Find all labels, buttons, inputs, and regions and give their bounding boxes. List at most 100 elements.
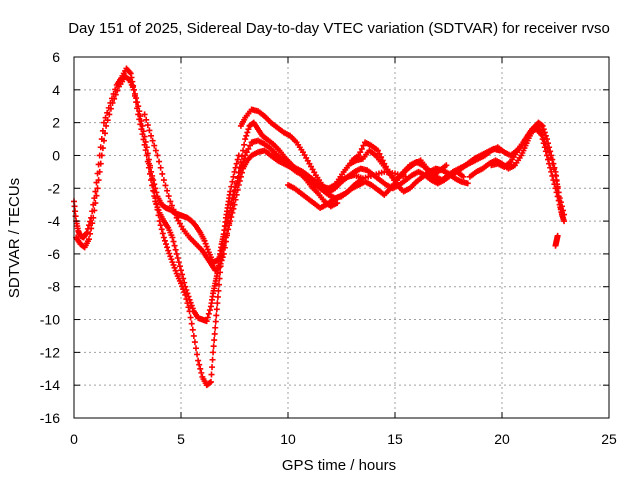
y-tick-label: -4 [48,213,61,229]
data-point [134,99,141,106]
data-point [557,199,564,206]
data-point [237,165,244,172]
data-point [171,264,178,271]
series-arc-4 [141,111,409,274]
data-point [133,95,140,102]
data-point [187,314,194,321]
data-point [97,160,104,167]
data-point [141,111,148,118]
data-point [191,339,198,346]
data-point [140,128,147,135]
data-point [554,232,561,239]
data-point [156,158,163,165]
data-point [216,275,223,282]
data-point [179,271,186,278]
data-point [104,117,111,124]
data-point [210,349,217,356]
y-tick-label: 4 [52,82,60,98]
data-point [544,145,551,152]
data-point [85,222,92,229]
data-point [232,164,239,171]
x-tick-label: 0 [70,431,78,447]
data-point [180,286,187,293]
data-point [561,211,568,218]
data-point [112,91,119,98]
data-point [242,136,249,143]
data-point [174,255,181,262]
data-point [196,361,203,368]
data-point [141,133,148,140]
data-point [555,189,562,196]
data-point [182,291,189,298]
data-point [106,111,113,118]
y-tick-label: -16 [40,410,60,426]
x-tick-label: 10 [280,431,296,447]
data-point [232,186,239,193]
data-point [217,260,224,267]
data-point [159,230,166,237]
data-point [109,99,116,106]
data-point [210,343,217,350]
y-tick-label: -6 [48,246,61,262]
data-point [376,150,383,157]
data-point [218,257,225,264]
data-point [151,181,158,188]
x-tick-label: 5 [177,431,185,447]
data-point [360,142,367,149]
data-point [554,183,561,190]
data-point [243,149,250,156]
data-point [153,189,160,196]
data-point [443,162,450,169]
data-point [92,200,99,207]
data-point [181,279,188,286]
data-point [184,300,191,307]
data-point [203,243,210,250]
data-point [242,152,249,159]
data-point [233,181,240,188]
data-point [464,180,471,187]
data-point [243,132,250,139]
data-point [215,287,222,294]
data-point [161,237,168,244]
data-point [99,145,106,152]
data-point [240,159,247,166]
data-point [144,122,151,129]
y-tick-label: 0 [52,147,60,163]
data-point [98,152,105,159]
data-point [171,242,178,249]
data-point [153,200,160,207]
data-point [215,264,222,271]
data-point [204,246,211,253]
y-tick-label: -12 [40,344,60,360]
data-point [167,253,174,260]
data-point [540,126,547,133]
data-point [125,76,132,83]
data-point [85,236,92,243]
data-point [245,145,252,152]
data-point [224,232,231,239]
data-point [157,164,164,171]
data-point [183,296,190,303]
data-point [234,156,241,163]
data-point [181,289,188,296]
data-point [213,306,220,313]
data-point [91,207,98,214]
data-point [221,244,228,251]
data-point [142,147,149,154]
data-point [88,225,95,232]
data-point [95,177,102,184]
data-point [202,240,209,247]
data-point [179,283,186,290]
data-point [214,300,221,307]
data-point [217,269,224,276]
data-point [212,318,219,325]
data-point [216,264,223,271]
plot-frame [73,56,610,419]
data-point [94,185,101,192]
data-point [131,90,138,97]
data-point [164,187,171,194]
data-point [148,168,155,175]
data-point [186,296,193,303]
data-point [142,138,149,145]
data-point [553,177,560,184]
